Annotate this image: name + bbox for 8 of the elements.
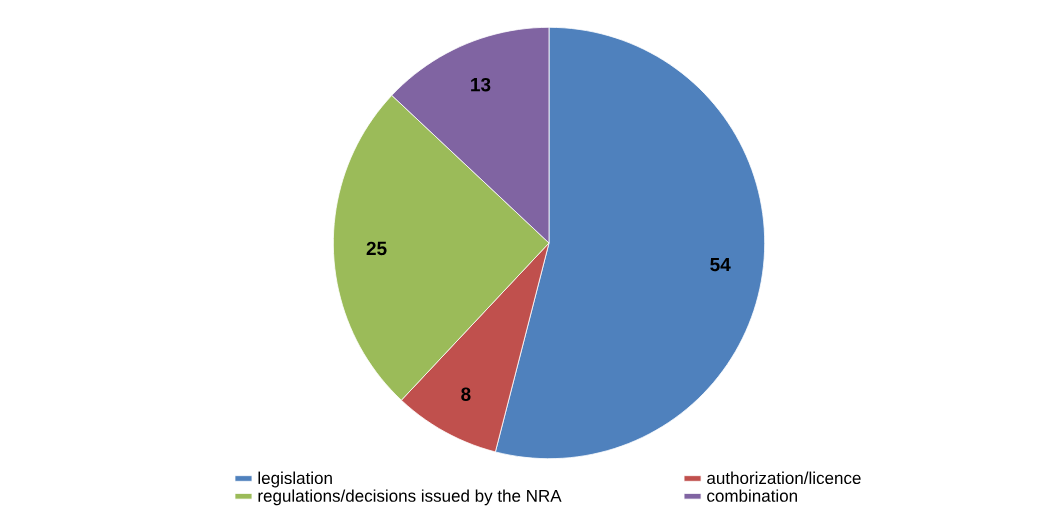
legend-label: legislation <box>258 471 332 488</box>
legend-label: regulations/decisions issued by the NRA <box>258 489 562 506</box>
data-label: 54 <box>710 258 731 272</box>
data-label: 13 <box>471 77 491 92</box>
data-label: 8 <box>461 387 471 401</box>
legend-label: authorization/licence <box>707 471 861 485</box>
legend-label: combination <box>707 489 797 502</box>
data-label: 25 <box>366 241 387 256</box>
